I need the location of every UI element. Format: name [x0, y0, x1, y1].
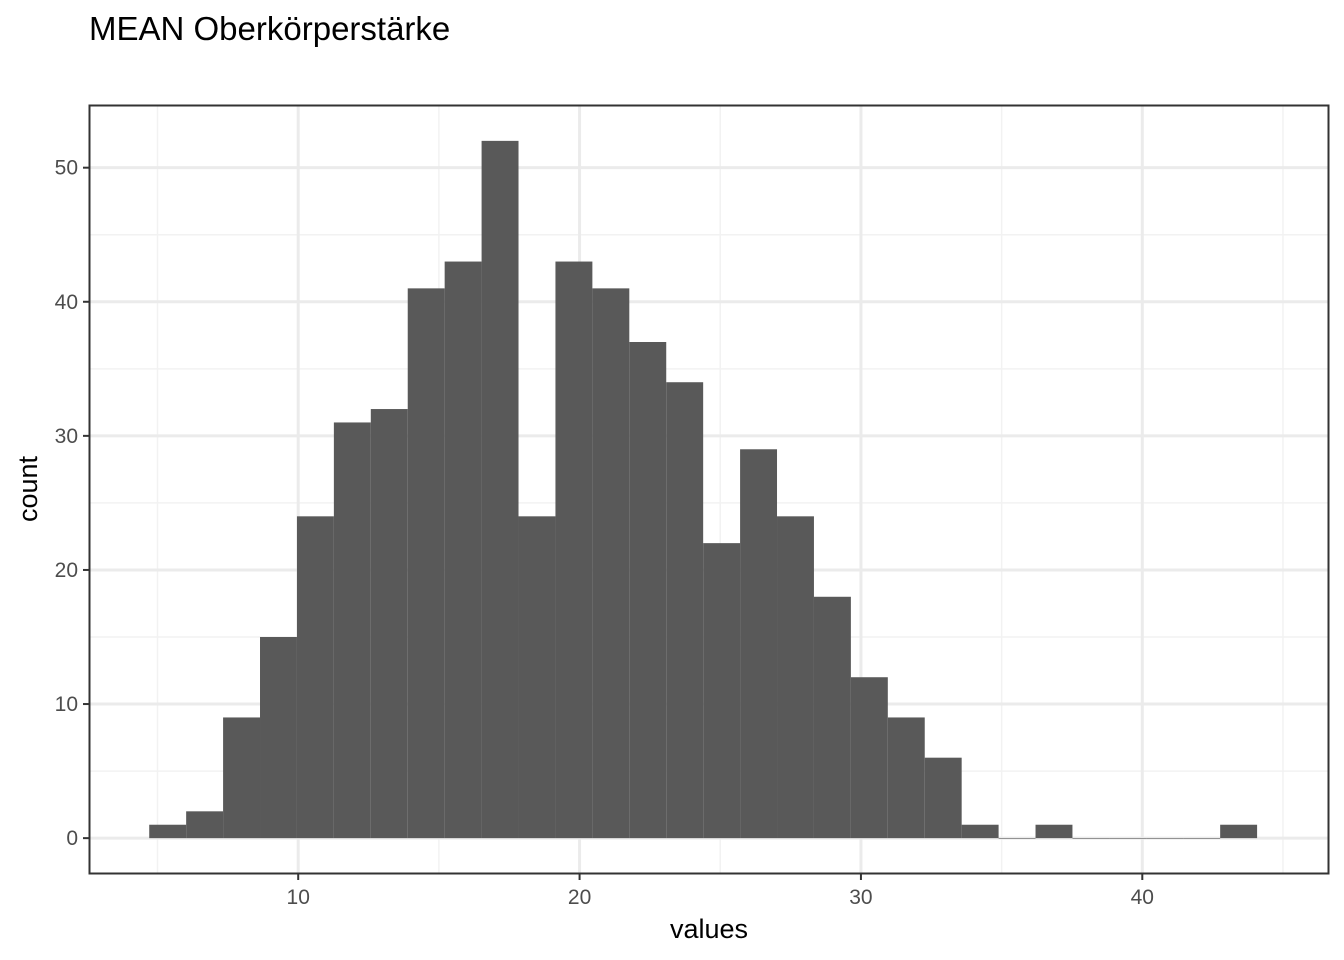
- histogram-bars: [149, 140, 1258, 839]
- histogram-bar: [740, 449, 778, 839]
- histogram-bar: [961, 824, 999, 839]
- histogram-bar: [666, 382, 704, 839]
- histogram-bar: [998, 838, 1036, 839]
- panel-border: [88, 104, 1330, 875]
- histogram-bar: [1109, 838, 1147, 839]
- x-tick-label: 30: [849, 886, 872, 909]
- y-tick-label: 10: [55, 693, 78, 716]
- histogram-bar: [850, 677, 888, 839]
- histogram-bar: [629, 342, 667, 839]
- y-tick-label: 40: [55, 291, 78, 314]
- histogram-bar: [333, 422, 371, 839]
- histogram-bar: [592, 288, 630, 839]
- x-tick-label: 20: [568, 886, 591, 909]
- x-tick-label: 40: [1131, 886, 1154, 909]
- histogram-bar: [260, 637, 297, 839]
- histogram-bar: [296, 516, 334, 839]
- histogram-bar: [1183, 838, 1221, 839]
- histogram-bar: [223, 717, 261, 839]
- histogram-bar: [370, 409, 408, 839]
- x-axis: 10 20 30 40: [287, 873, 1154, 909]
- histogram-bar: [1220, 824, 1258, 839]
- histogram-bar: [149, 824, 187, 839]
- y-axis: 0 10 20 30 40 50: [55, 157, 90, 850]
- y-tick-label: 30: [55, 425, 78, 448]
- histogram-bar: [1035, 824, 1073, 839]
- chart-title: MEAN Oberkörperstärke: [89, 10, 450, 47]
- histogram-bar: [1072, 838, 1110, 839]
- histogram-bar: [444, 261, 482, 839]
- histogram-bar: [407, 288, 445, 839]
- y-axis-title: count: [13, 455, 43, 522]
- histogram-bar: [924, 757, 962, 839]
- x-tick-label: 10: [287, 886, 310, 909]
- histogram-bar: [1146, 838, 1184, 839]
- histogram-bar: [555, 261, 593, 839]
- histogram-bar: [518, 516, 556, 839]
- histogram-bar: [887, 717, 925, 839]
- histogram-bar: [481, 140, 519, 839]
- y-tick-label: 50: [55, 157, 78, 180]
- histogram-bar: [813, 596, 851, 839]
- y-tick-label: 20: [55, 559, 78, 582]
- x-axis-title: values: [670, 914, 748, 944]
- y-tick-label: 0: [66, 827, 78, 850]
- histogram-bar: [777, 516, 814, 839]
- histogram-bar: [186, 811, 224, 839]
- histogram-bar: [703, 543, 741, 839]
